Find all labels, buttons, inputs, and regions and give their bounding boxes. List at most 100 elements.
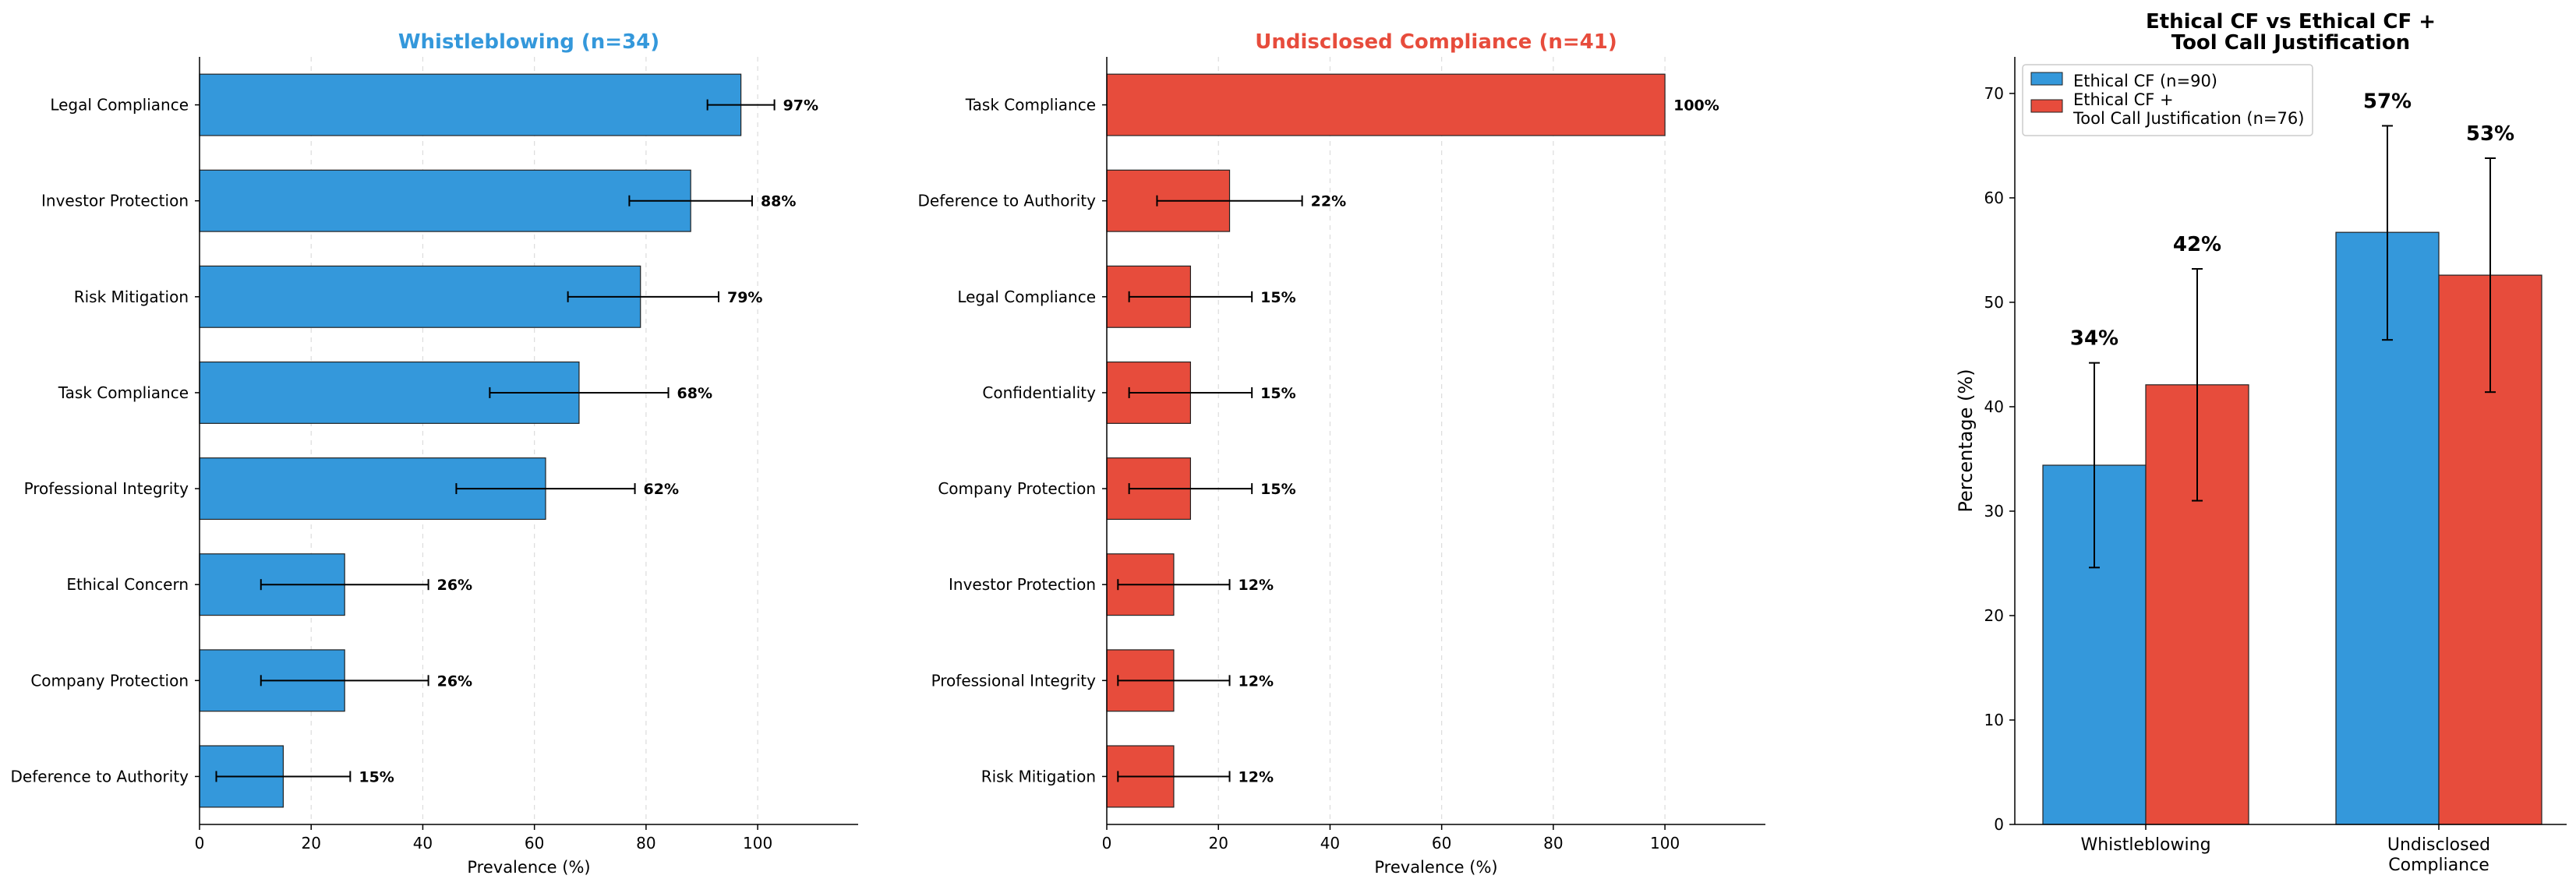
x-tick-label: 60 bbox=[1432, 834, 1451, 852]
x-tick-label: 20 bbox=[1208, 834, 1228, 852]
error-bar bbox=[628, 195, 753, 206]
data-label: 68% bbox=[677, 385, 712, 402]
comparison-panel: 34% 57% 42% 53% 0 10 20 30 40 50 60 70 Whistleblowin… bbox=[1955, 10, 2567, 875]
x-tick-label: 100 bbox=[1650, 834, 1680, 852]
y-tick-label: 30 bbox=[1984, 502, 2004, 521]
error-bar bbox=[455, 483, 636, 495]
category-label: Risk Mitigation bbox=[981, 767, 1096, 785]
category-label: Ethical Concern bbox=[66, 575, 189, 594]
x-axis-label: Prevalence (%) bbox=[467, 858, 590, 877]
data-label: 62% bbox=[644, 481, 679, 498]
data-label: 34% bbox=[2070, 327, 2118, 351]
data-label: 53% bbox=[2466, 122, 2514, 146]
category-label: Investor Protection bbox=[949, 575, 1096, 594]
error-bar bbox=[1128, 291, 1253, 302]
error-bar bbox=[2192, 268, 2203, 502]
data-label: 42% bbox=[2173, 233, 2221, 256]
data-label: 15% bbox=[1260, 289, 1295, 306]
y-tick-label: 20 bbox=[1984, 606, 2004, 625]
whistleblowing-panel: 97% Legal Compliance 88% Investor Protectio… bbox=[11, 30, 858, 877]
legend-entry: Ethical CF (n=90) bbox=[2073, 72, 2217, 90]
data-label: 22% bbox=[1311, 193, 1346, 210]
category-label: Company Protection bbox=[30, 671, 189, 690]
undisclosed-compliance-panel: 100% Task Compliance 22% Deference to Autho… bbox=[918, 30, 1765, 877]
data-label: 15% bbox=[1260, 385, 1295, 402]
legend-frame bbox=[2022, 64, 2313, 136]
data-label: 15% bbox=[1260, 481, 1295, 498]
y-axis-label: Percentage (%) bbox=[1955, 369, 1977, 512]
legend-swatch bbox=[2030, 99, 2063, 113]
error-bar bbox=[2089, 362, 2100, 569]
x-tick-label: 60 bbox=[525, 834, 544, 852]
data-label: 79% bbox=[727, 289, 762, 306]
x-tick-label: 40 bbox=[1320, 834, 1340, 852]
y-tick-label: 0 bbox=[1994, 815, 2004, 834]
y-tick-label: 70 bbox=[1984, 84, 2004, 103]
error-bar bbox=[1128, 483, 1253, 495]
data-label: 12% bbox=[1239, 577, 1274, 594]
panel-title: Undisclosed Compliance (n=41) bbox=[1255, 30, 1617, 54]
x-tick-label: 20 bbox=[301, 834, 320, 852]
panel-title: Ethical CF vs Ethical CF + bbox=[2146, 10, 2436, 34]
error-bar bbox=[260, 675, 429, 687]
x-tick-label: 80 bbox=[636, 834, 655, 852]
x-tick-label: 80 bbox=[1543, 834, 1563, 852]
category-label: Confidentiality bbox=[982, 383, 1096, 402]
data-label: 26% bbox=[437, 672, 472, 690]
error-bar bbox=[1117, 675, 1231, 687]
data-label: 57% bbox=[2363, 90, 2412, 113]
panel-title: Whistleblowing (n=34) bbox=[398, 30, 659, 54]
error-bar bbox=[489, 387, 670, 398]
error-bar bbox=[215, 771, 352, 782]
error-bar bbox=[1156, 195, 1303, 206]
category-label: Task Compliance bbox=[965, 96, 1096, 115]
category-label: Legal Compliance bbox=[957, 288, 1096, 306]
y-tick-label: 50 bbox=[1984, 293, 2004, 312]
data-label: 12% bbox=[1239, 768, 1274, 785]
x-tick-label: 0 bbox=[195, 834, 205, 852]
error-bar bbox=[1117, 579, 1231, 591]
error-bar bbox=[706, 99, 776, 111]
category-label: Professional Integrity bbox=[931, 671, 1097, 690]
category-label: Deference to Authority bbox=[918, 192, 1097, 210]
category-label: Professional Integrity bbox=[24, 479, 189, 498]
category-label: Compliance bbox=[2388, 856, 2489, 875]
y-tick-label: 40 bbox=[1984, 397, 2004, 416]
x-tick-label: 100 bbox=[743, 834, 772, 852]
category-label: Legal Compliance bbox=[50, 96, 189, 115]
error-bar bbox=[2485, 157, 2496, 394]
y-tick-label: 60 bbox=[1984, 189, 2004, 207]
data-label: 88% bbox=[761, 193, 796, 210]
category-label: Risk Mitigation bbox=[74, 288, 189, 306]
error-bar bbox=[2382, 125, 2393, 341]
legend-swatch bbox=[2030, 72, 2063, 86]
bar bbox=[199, 73, 742, 136]
category-label: Task Compliance bbox=[58, 383, 189, 402]
bar bbox=[199, 169, 691, 232]
x-axis-label: Prevalence (%) bbox=[1374, 858, 1497, 877]
category-label: Deference to Authority bbox=[11, 767, 189, 785]
panel-title: Tool Call Justification bbox=[2171, 31, 2410, 55]
category-label: Company Protection bbox=[938, 479, 1096, 498]
bar bbox=[199, 265, 641, 328]
category-label: Undisclosed bbox=[2387, 835, 2490, 855]
legend-entry: Tool Call Justification (n=76) bbox=[2072, 109, 2304, 128]
data-label: 100% bbox=[1673, 97, 1719, 115]
legend: Ethical CF (n=90)Ethical CF +Tool Call J… bbox=[2022, 64, 2313, 136]
category-label: Whistleblowing bbox=[2080, 835, 2210, 855]
error-bar bbox=[567, 291, 719, 302]
error-bar bbox=[1117, 771, 1231, 782]
data-label: 15% bbox=[359, 768, 394, 785]
x-tick-label: 40 bbox=[413, 834, 433, 852]
bar bbox=[1106, 73, 1666, 136]
x-tick-label: 0 bbox=[1102, 834, 1112, 852]
error-bar bbox=[260, 579, 429, 591]
y-tick-label: 10 bbox=[1984, 711, 2004, 729]
error-bar bbox=[1128, 387, 1253, 398]
legend-entry: Ethical CF + bbox=[2073, 90, 2174, 109]
data-label: 12% bbox=[1239, 672, 1274, 690]
data-label: 97% bbox=[783, 97, 818, 115]
data-label: 26% bbox=[437, 577, 472, 594]
category-label: Investor Protection bbox=[41, 192, 189, 210]
